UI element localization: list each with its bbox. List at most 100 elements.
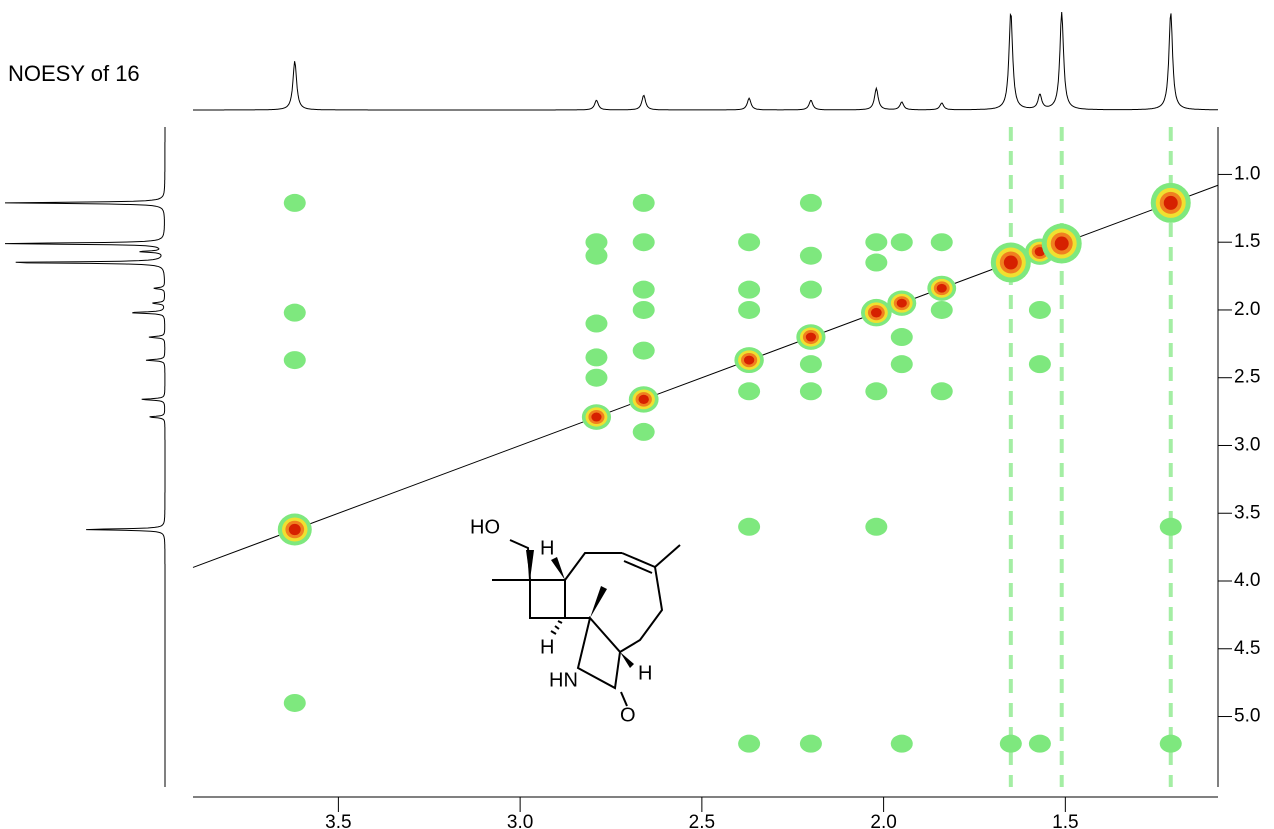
y-tick-label: 1.0 <box>1234 163 1260 184</box>
cross-peak <box>738 280 761 299</box>
cross-peak <box>890 355 913 374</box>
cross-peak <box>738 382 761 401</box>
cross-peak <box>738 734 761 753</box>
plot-area: 3.5 3.0 2.5 2.0 1.5 1.0 1.5 2.0 2.5 3.0 3.5 4.0 4.5 5… <box>4 11 1260 829</box>
contour <box>805 332 817 342</box>
y-tick-label: 4.5 <box>1234 638 1260 659</box>
cross-peak <box>283 193 306 212</box>
y-tick-label: 1.5 <box>1234 231 1260 252</box>
cross-peak <box>930 300 953 319</box>
wedge <box>620 652 634 668</box>
cross-peak <box>738 517 761 536</box>
cross-peak <box>865 517 888 536</box>
cross-peak <box>283 351 306 370</box>
diagonal-peak <box>734 347 764 374</box>
cross-peak <box>1028 734 1051 753</box>
atom-label: H <box>540 636 554 658</box>
cross-peak <box>1028 355 1051 374</box>
structure-labels: HO H H HN H O <box>470 516 652 726</box>
cross-peak <box>799 382 822 401</box>
diagonal-peak <box>887 290 917 316</box>
projection-top <box>193 11 1219 111</box>
projection-left <box>4 127 166 787</box>
cross-peak <box>865 382 888 401</box>
cross-peak <box>738 300 761 319</box>
diagonal-peak <box>990 242 1031 283</box>
cross-peak <box>799 355 822 374</box>
bond <box>619 566 664 653</box>
bond <box>623 560 653 574</box>
contour <box>870 307 882 318</box>
cross-peak <box>585 233 608 252</box>
cross-peak <box>283 303 306 322</box>
bond <box>576 615 622 690</box>
cross-peak <box>890 328 913 347</box>
contour <box>743 355 755 365</box>
y-tick-label: 2.5 <box>1234 367 1260 388</box>
wedge <box>526 550 534 580</box>
cross-peak <box>283 693 306 712</box>
atom-label: HO <box>470 516 500 538</box>
x-tick-label: 2.0 <box>870 812 896 829</box>
structure <box>492 539 681 707</box>
contour <box>1003 255 1018 270</box>
x-tick-label: 1.5 <box>1052 812 1078 829</box>
atom-label: H <box>638 662 652 684</box>
y-tick-label: 3.5 <box>1234 502 1260 523</box>
y-tick-label: 3.0 <box>1234 434 1260 455</box>
cross-peak <box>585 348 608 367</box>
cross-peak <box>632 341 655 360</box>
contour <box>638 394 649 405</box>
x-tick-label: 2.5 <box>689 812 715 829</box>
cross-peak <box>890 734 913 753</box>
cross-peak <box>585 246 608 265</box>
cross-peak <box>632 280 655 299</box>
cross-peak <box>799 193 822 212</box>
diagonal-peak <box>796 324 826 350</box>
diagonal-peak <box>581 404 612 430</box>
cross-peak <box>865 253 888 272</box>
atom-label: H <box>540 537 554 559</box>
contour <box>1163 195 1178 210</box>
cross-peak <box>1159 517 1182 536</box>
cross-peak <box>1028 300 1051 319</box>
cross-peak <box>930 382 953 401</box>
y-tick-label: 4.0 <box>1234 570 1260 591</box>
cross-peak <box>738 233 761 252</box>
cross-peak <box>632 233 655 252</box>
wedge <box>551 557 565 580</box>
contour <box>896 298 907 308</box>
cross-peak <box>632 300 655 319</box>
bond <box>620 691 628 707</box>
y-tick-label: 2.0 <box>1234 299 1260 320</box>
cross-peak <box>1159 734 1182 753</box>
cross-peak <box>585 368 608 387</box>
cross-peak <box>632 193 655 212</box>
diagonal-peak <box>1150 182 1191 223</box>
bond <box>529 579 566 619</box>
cross-peak <box>999 734 1022 753</box>
bond <box>509 539 531 581</box>
y-tick-label: 5.0 <box>1234 706 1260 727</box>
wedge <box>590 586 607 618</box>
bond <box>564 552 622 581</box>
contour <box>936 283 947 293</box>
x-tick-label: 3.0 <box>507 812 533 829</box>
hash <box>550 620 563 635</box>
contour <box>591 412 602 422</box>
atom-label: HN <box>549 669 578 691</box>
cross-peak <box>799 246 822 265</box>
chart-title: NOESY of 16 <box>8 61 140 86</box>
contour <box>1034 247 1046 257</box>
diagonal-peak <box>861 298 892 327</box>
cross-peak <box>799 280 822 299</box>
diagonal-peak <box>927 275 957 301</box>
x-tick-label: 3.5 <box>325 812 351 829</box>
cross-peak <box>890 233 913 252</box>
bond <box>621 552 656 568</box>
bond <box>654 544 681 568</box>
diagonal-peak <box>277 513 312 546</box>
contour <box>1054 236 1069 251</box>
cross-peak <box>585 314 608 333</box>
